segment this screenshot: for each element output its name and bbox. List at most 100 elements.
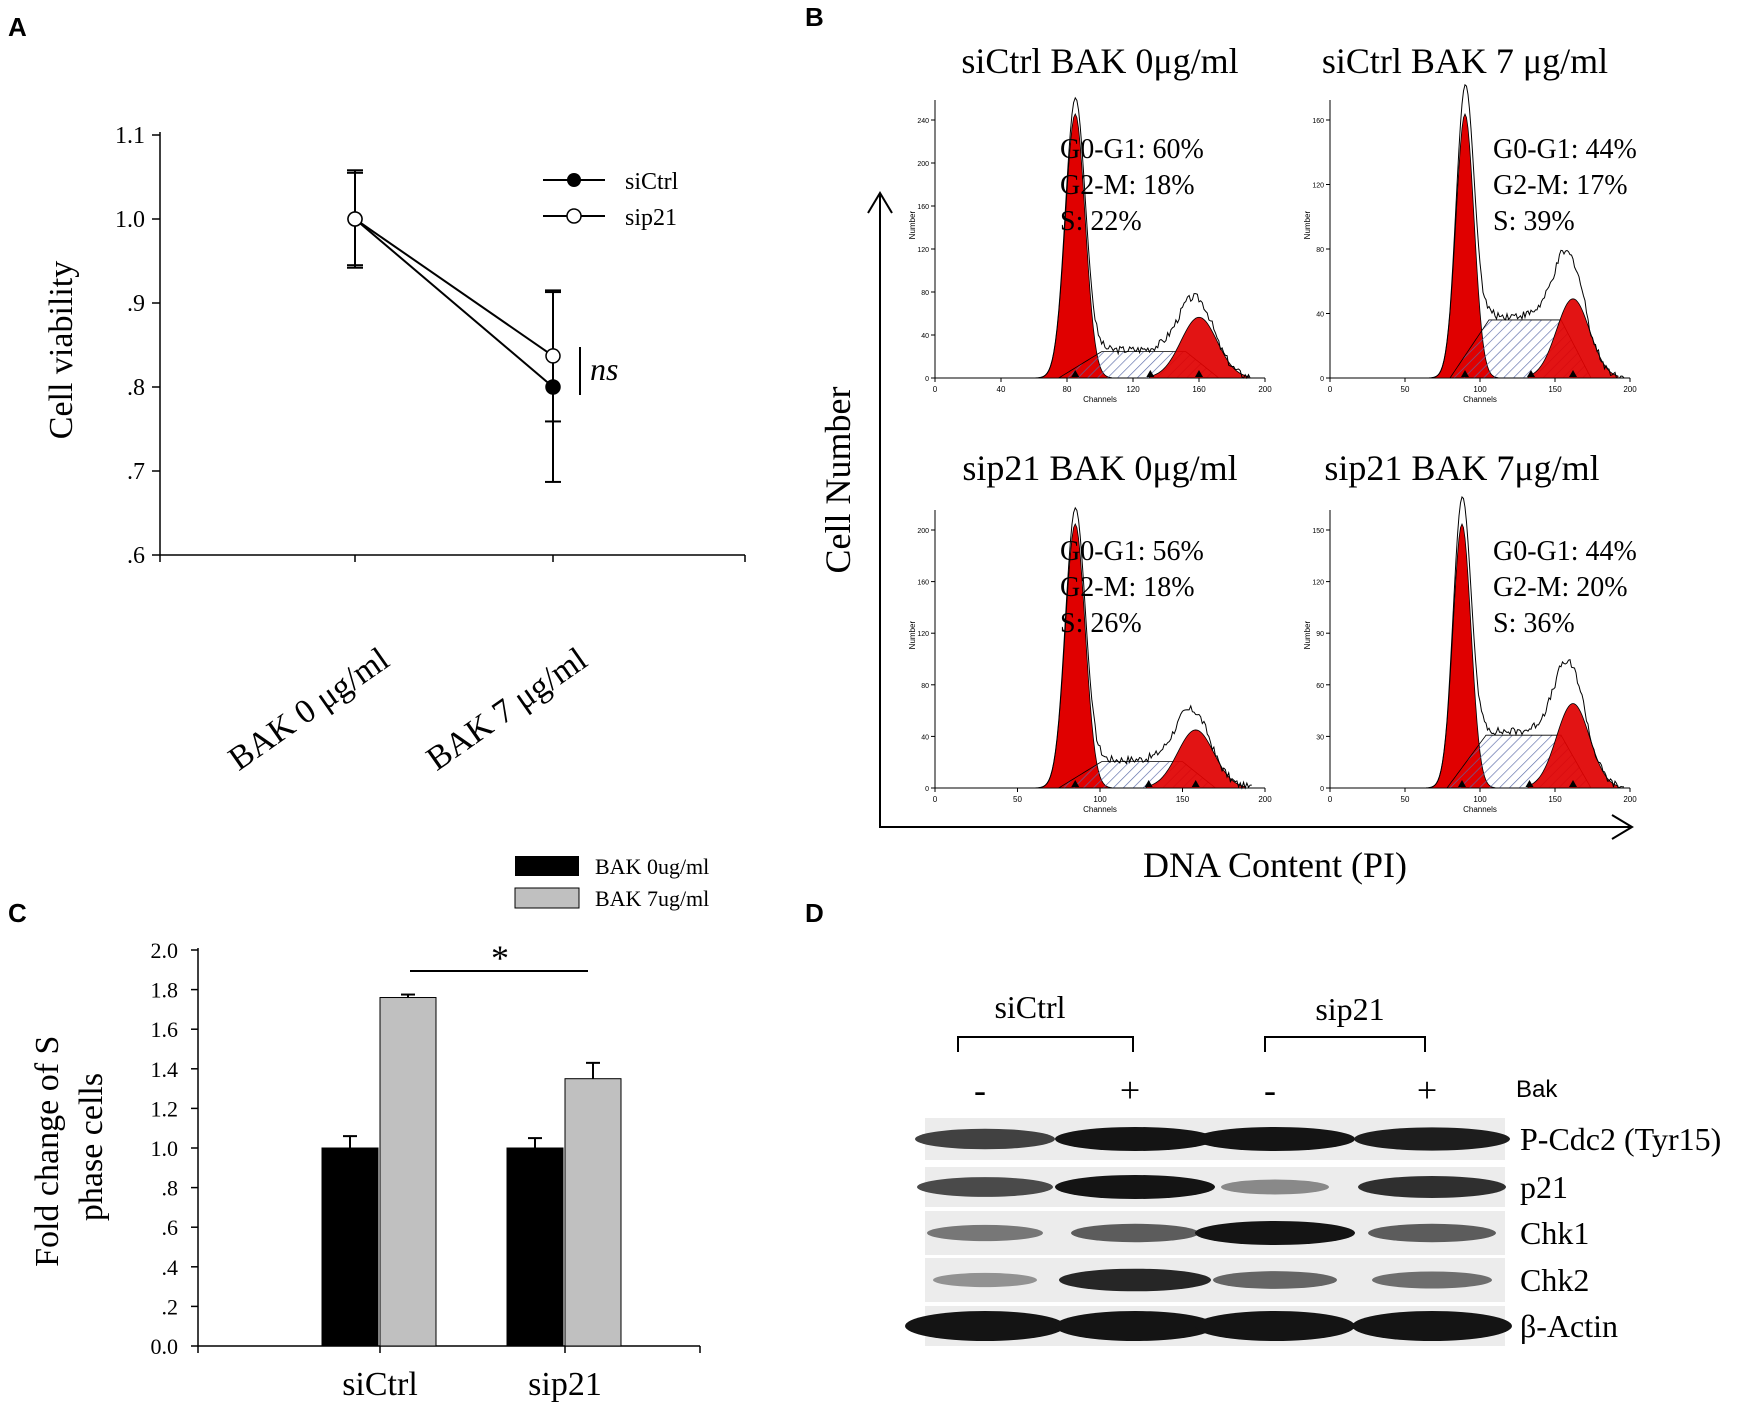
a-legend-label-sip21: sip21 <box>625 205 677 231</box>
b-y-tick-label: 40 <box>1316 312 1324 319</box>
b-x-tick-label: 0 <box>1328 795 1333 804</box>
d-blot-row: Chk2 <box>925 1258 1589 1302</box>
b-total-envelope <box>1424 495 1625 789</box>
c-legend-label-bak0: BAK 0ug/ml <box>595 854 709 879</box>
b-y-tick-label: 30 <box>1316 734 1324 741</box>
b-phase-stat: G0-G1: 60% <box>1060 134 1204 165</box>
c-bar-bak7 <box>564 1078 622 1347</box>
panel-d-western-blot: siCtrl sip21 Bak - + - + P-Cdc2 (Tyr15) p21 C… <box>905 989 1721 1346</box>
b-plot-title: sip21 BAK 0μg/ml <box>962 448 1237 488</box>
d-treatment-label: Bak <box>1516 1076 1558 1103</box>
b-y-tick-label: 150 <box>1312 528 1324 535</box>
b-gate-marker <box>1071 370 1080 377</box>
b-y-small-label: Number <box>908 211 917 240</box>
b-y-small-label: Number <box>908 621 917 650</box>
b-x-tick-label: 200 <box>1623 385 1637 394</box>
b-x-tick-label: 160 <box>1192 385 1206 394</box>
a-y-tick-label: 1.1 <box>115 123 145 149</box>
d-band <box>1055 1175 1215 1199</box>
d-group-label-sictrl: siCtrl <box>994 989 1065 1025</box>
c-legend-label-bak7: BAK 7ug/ml <box>595 886 709 911</box>
panel-b-flow-cytometry: Cell Number DNA Content (PI) siCtrl BAK … <box>818 41 1637 885</box>
b-gate-marker <box>1461 370 1469 377</box>
d-band <box>1195 1311 1355 1341</box>
c-y-tick-label: .8 <box>162 1176 179 1201</box>
b-y-tick-label: 0 <box>925 376 929 383</box>
b-phase-stat: G2-M: 18% <box>1060 170 1195 201</box>
b-y-tick-label: 40 <box>921 333 929 340</box>
b-x-tick-label: 100 <box>1473 795 1487 804</box>
c-y-label: Fold change of S phase cells <box>29 1027 110 1267</box>
b-x-tick-label: 120 <box>1126 385 1140 394</box>
c-legend-swatch-bak0 <box>515 856 579 876</box>
a-legend-marker-sip21 <box>566 208 582 224</box>
d-group-label-sip21: sip21 <box>1315 991 1384 1027</box>
a-point-sip21 <box>545 348 561 364</box>
panel-label-c: C <box>8 898 27 928</box>
panel-label-a: A <box>8 12 27 42</box>
c-bar-bak0 <box>321 1147 379 1347</box>
c-y-tick-label: .4 <box>162 1255 179 1280</box>
b-y-tick-label: 80 <box>1316 247 1324 254</box>
b-y-tick-label: 160 <box>917 580 929 587</box>
b-plot-title: siCtrl BAK 7 μg/ml <box>1322 41 1608 81</box>
a-y-tick-label: .8 <box>127 375 145 401</box>
c-x-category-label: siCtrl <box>342 1366 418 1403</box>
b-gate-marker <box>1525 780 1534 787</box>
b-histogram-4: sip21 BAK 7μg/ml 0 50 100 150 200 0 30 60 90 120 15… <box>1303 448 1637 814</box>
b-gate-marker <box>1458 780 1466 787</box>
a-legend-label-sictrl: siCtrl <box>625 169 679 195</box>
d-row-label: β-Actin <box>1520 1308 1618 1344</box>
c-y-tick-label: 1.4 <box>151 1057 179 1082</box>
b-gate-marker <box>1191 780 1200 787</box>
d-row-label: Chk1 <box>1520 1215 1589 1251</box>
b-y-small-label: Number <box>1303 211 1312 240</box>
b-y-tick-label: 120 <box>1312 580 1324 587</box>
d-band <box>905 1311 1065 1341</box>
a-y-tick-label: 1.0 <box>115 207 145 233</box>
b-x-tick-label: 150 <box>1176 795 1190 804</box>
b-histogram-3: sip21 BAK 0μg/ml 0 50 100 150 200 0 40 80 120 160 2… <box>908 448 1272 814</box>
b-y-tick-label: 160 <box>1312 118 1324 125</box>
d-blot-row: Chk1 <box>925 1211 1589 1255</box>
b-y-tick-label: 240 <box>917 118 929 125</box>
b-phase-stat: G0-G1: 56% <box>1060 536 1204 567</box>
b-y-tick-label: 60 <box>1316 683 1324 690</box>
b-x-tick-label: 80 <box>1063 385 1072 394</box>
b-x-small-label: Channels <box>1463 805 1497 814</box>
c-legend: BAK 0ug/ml BAK 7ug/ml <box>514 854 709 911</box>
b-y-tick-label: 120 <box>1312 183 1324 190</box>
d-band <box>1372 1271 1492 1289</box>
a-x-category-label: BAK 7 μg/ml <box>420 641 594 778</box>
b-phase-stat: S: 26% <box>1060 608 1142 639</box>
b-g2-peak <box>1145 729 1246 789</box>
b-plot-title: siCtrl BAK 0μg/ml <box>961 41 1238 81</box>
panel-label-b: B <box>805 2 824 32</box>
b-gate-marker <box>1071 780 1080 787</box>
d-band <box>1358 1176 1506 1198</box>
a-y-tick-label: .9 <box>127 291 145 317</box>
d-band <box>917 1177 1053 1197</box>
a-y-label: Cell viability <box>43 261 80 439</box>
d-group-bracket-sip21 <box>1264 1036 1426 1052</box>
c-y-tick-label: 1.6 <box>151 1017 179 1042</box>
d-band <box>933 1272 1037 1288</box>
b-x-tick-label: 200 <box>1258 385 1272 394</box>
b-gate-marker <box>1146 370 1155 377</box>
b-main-axes <box>879 193 1630 828</box>
b-y-small-label: Number <box>1303 621 1312 650</box>
b-y-tick-label: 80 <box>921 290 929 297</box>
d-band <box>1352 1311 1512 1341</box>
b-x-label: DNA Content (PI) <box>1143 845 1407 885</box>
d-band <box>1055 1311 1215 1341</box>
b-y-tick-label: 0 <box>1320 786 1324 793</box>
panel-label-d: D <box>805 898 824 928</box>
b-y-tick-label: 200 <box>917 161 929 168</box>
b-y-tick-label: 120 <box>917 247 929 254</box>
b-phase-stat: S: 36% <box>1493 608 1575 639</box>
b-x-small-label: Channels <box>1463 395 1497 404</box>
c-y-label-line2: phase cells <box>73 1073 110 1221</box>
a-series-line-sip21 <box>354 218 554 357</box>
d-band <box>1059 1268 1211 1292</box>
